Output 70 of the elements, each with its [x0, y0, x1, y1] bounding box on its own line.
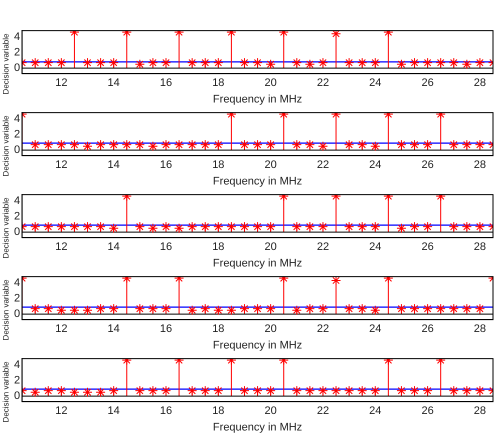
x-tick-label: 26 — [421, 159, 434, 172]
y-axis-title: Decision variable — [2, 280, 10, 340]
x-tick-label: 20 — [264, 405, 277, 418]
x-tick-label: 16 — [160, 77, 172, 90]
x-tick-label: 20 — [264, 159, 277, 172]
x-tick-label: 28 — [474, 405, 486, 418]
x-tick-label: 16 — [160, 159, 172, 172]
x-tick-label: 22 — [316, 405, 330, 418]
x-tick-label: 14 — [108, 323, 120, 336]
x-tick-label: 26 — [421, 323, 434, 336]
x-tick-label: 24 — [369, 77, 382, 90]
x-tick-label: 24 — [369, 241, 382, 254]
y-tick-label: 4 — [14, 112, 20, 125]
x-tick-label: 26 — [421, 241, 434, 254]
x-tick-label: 12 — [55, 77, 68, 90]
x-tick-label: 12 — [55, 241, 68, 254]
x-tick-label: 16 — [160, 323, 172, 336]
x-tick-label: 24 — [369, 405, 382, 418]
x-tick-label: 24 — [369, 323, 382, 336]
y-tick-label: 4 — [14, 358, 20, 371]
x-axis-title: Frequency in MHz — [212, 175, 302, 188]
x-tick-label: 18 — [212, 323, 224, 336]
y-tick-label: 2 — [14, 292, 20, 305]
x-tick-label: 28 — [474, 323, 486, 336]
x-tick-label: 14 — [108, 77, 120, 90]
y-tick-label: 0 — [14, 62, 20, 74]
x-tick-label: 26 — [421, 405, 434, 418]
x-tick-label: 20 — [264, 323, 277, 336]
x-axis-title: Frequency in MHz — [212, 93, 302, 106]
y-axis-title: Decision variable — [2, 362, 10, 422]
x-tick-label: 28 — [474, 159, 486, 172]
x-tick-label: 22 — [316, 241, 330, 254]
x-tick-label: 16 — [160, 405, 172, 418]
x-tick-label: 28 — [474, 241, 486, 254]
y-tick-label: 2 — [14, 128, 20, 141]
y-axis-title: Decision variable — [2, 116, 10, 176]
x-tick-label: 14 — [108, 241, 120, 254]
x-axis-title: Frequency in MHz — [212, 339, 302, 352]
x-tick-label: 28 — [474, 77, 486, 90]
y-tick-label: 0 — [14, 144, 20, 156]
x-tick-label: 20 — [264, 241, 277, 254]
y-tick-label: 4 — [14, 276, 20, 289]
x-tick-label: 20 — [264, 77, 277, 90]
y-tick-label: 2 — [14, 46, 20, 59]
x-tick-label: 16 — [160, 241, 172, 254]
x-tick-label: 18 — [212, 77, 224, 90]
y-tick-label: 0 — [14, 390, 20, 402]
x-tick-label: 18 — [212, 241, 224, 254]
y-tick-label: 2 — [14, 210, 20, 223]
x-tick-label: 24 — [369, 159, 382, 172]
x-axis-title: Frequency in MHz — [212, 257, 302, 270]
x-tick-label: 22 — [316, 323, 330, 336]
x-tick-label: 14 — [108, 159, 120, 172]
y-tick-label: 2 — [14, 374, 20, 387]
x-tick-label: 12 — [55, 405, 68, 418]
x-tick-label: 22 — [316, 77, 330, 90]
y-axis-title: Decision variable — [2, 34, 10, 94]
x-tick-label: 18 — [212, 405, 224, 418]
x-tick-label: 22 — [316, 159, 330, 172]
x-tick-label: 12 — [55, 159, 68, 172]
y-tick-label: 0 — [14, 308, 20, 320]
x-tick-label: 12 — [55, 323, 68, 336]
x-tick-label: 26 — [421, 77, 434, 90]
x-tick-label: 14 — [108, 405, 120, 418]
x-tick-label: 18 — [212, 159, 224, 172]
y-tick-label: 4 — [14, 194, 20, 207]
x-axis-title: Frequency in MHz — [212, 421, 302, 434]
y-tick-label: 0 — [14, 226, 20, 238]
y-tick-label: 4 — [14, 30, 20, 43]
y-axis-title: Decision variable — [2, 198, 10, 258]
